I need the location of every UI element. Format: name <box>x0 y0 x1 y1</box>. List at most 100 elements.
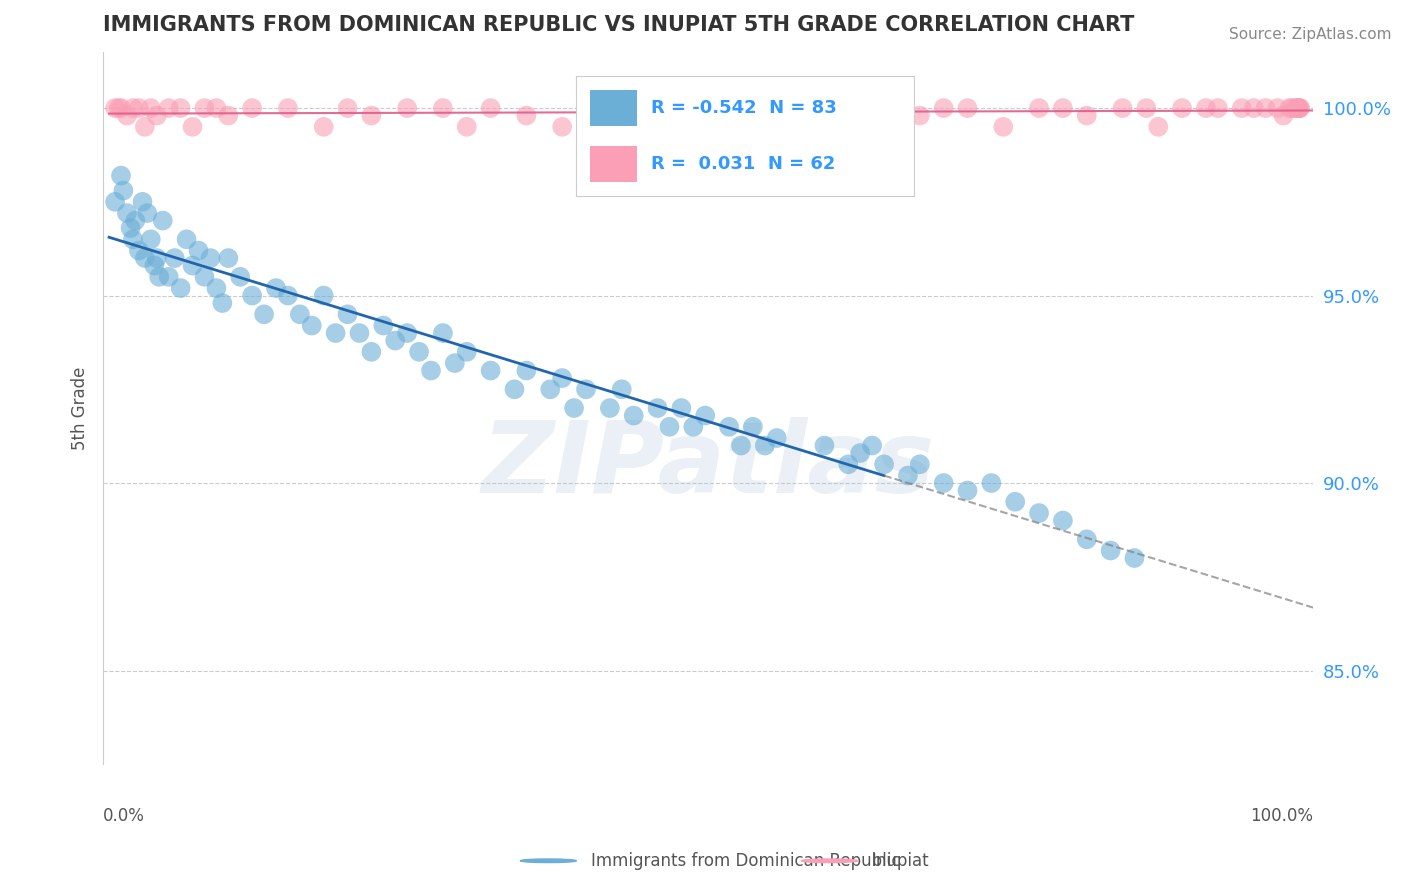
Point <box>312 288 335 302</box>
Point <box>146 109 169 123</box>
Point <box>456 120 478 134</box>
Point <box>104 194 127 209</box>
Point <box>932 101 955 115</box>
Point <box>1028 101 1050 115</box>
Point <box>860 438 883 452</box>
Point <box>128 101 150 115</box>
Point <box>695 101 717 115</box>
Text: R =  0.031  N = 62: R = 0.031 N = 62 <box>651 154 835 173</box>
Point <box>575 101 598 115</box>
Point <box>193 269 215 284</box>
Point <box>1281 101 1303 115</box>
Point <box>104 101 127 115</box>
Point <box>1286 101 1309 115</box>
Point <box>360 109 382 123</box>
Circle shape <box>520 859 576 863</box>
Point <box>1076 109 1098 123</box>
Point <box>682 419 704 434</box>
Point <box>134 251 156 265</box>
Point <box>264 281 287 295</box>
Point <box>384 334 406 348</box>
Point <box>908 458 931 472</box>
Point <box>143 259 166 273</box>
Point <box>128 244 150 258</box>
Point <box>115 109 138 123</box>
Point <box>217 251 239 265</box>
Point <box>110 169 132 183</box>
Point <box>718 419 741 434</box>
FancyBboxPatch shape <box>591 145 637 182</box>
Point <box>1285 101 1308 115</box>
Point <box>849 101 872 115</box>
Point <box>152 213 174 227</box>
Point <box>599 401 621 415</box>
Point <box>444 356 467 370</box>
Point <box>1267 101 1289 115</box>
Point <box>312 120 335 134</box>
Point <box>873 101 896 115</box>
Point <box>515 109 537 123</box>
Point <box>112 184 135 198</box>
Point <box>1028 506 1050 520</box>
Point <box>980 476 1002 491</box>
Point <box>1284 101 1306 115</box>
Point <box>551 371 574 385</box>
Point <box>396 326 419 340</box>
Point <box>205 101 228 115</box>
Point <box>176 232 198 246</box>
Point <box>1111 101 1133 115</box>
Point <box>157 269 180 284</box>
Point <box>754 438 776 452</box>
Point <box>360 344 382 359</box>
Point <box>908 109 931 123</box>
Text: 0.0%: 0.0% <box>103 807 145 825</box>
Point <box>1230 101 1253 115</box>
Point <box>193 101 215 115</box>
Point <box>229 269 252 284</box>
Point <box>349 326 371 340</box>
Point <box>562 401 585 415</box>
Point <box>139 232 162 246</box>
Point <box>1147 120 1170 134</box>
Point <box>325 326 347 340</box>
Point <box>1272 109 1295 123</box>
Point <box>136 206 159 220</box>
Point <box>456 344 478 359</box>
Point <box>157 101 180 115</box>
Text: ZIPatlas: ZIPatlas <box>482 417 935 514</box>
Point <box>610 382 633 396</box>
Point <box>134 120 156 134</box>
Point <box>813 438 835 452</box>
Point <box>538 382 561 396</box>
Point <box>124 213 146 227</box>
Point <box>277 101 299 115</box>
Point <box>187 244 209 258</box>
Point <box>730 438 752 452</box>
Point <box>1004 495 1026 509</box>
Point <box>301 318 323 333</box>
Point <box>115 206 138 220</box>
Point <box>599 109 621 123</box>
Point <box>634 101 657 115</box>
Point <box>1243 101 1265 115</box>
FancyBboxPatch shape <box>591 90 637 127</box>
Point <box>695 409 717 423</box>
Point <box>277 288 299 302</box>
Point <box>1289 101 1312 115</box>
Point <box>1195 101 1218 115</box>
Point <box>956 483 979 498</box>
Point <box>658 419 681 434</box>
Point <box>131 194 153 209</box>
Point <box>623 409 645 423</box>
Point <box>1171 101 1194 115</box>
Point <box>479 363 502 377</box>
Text: R = -0.542  N = 83: R = -0.542 N = 83 <box>651 99 837 118</box>
Point <box>1076 533 1098 547</box>
Circle shape <box>801 859 858 863</box>
Point <box>575 382 598 396</box>
Point <box>288 307 311 321</box>
Text: Source: ZipAtlas.com: Source: ZipAtlas.com <box>1229 27 1392 42</box>
Point <box>148 269 170 284</box>
Point <box>551 120 574 134</box>
Point <box>107 101 129 115</box>
